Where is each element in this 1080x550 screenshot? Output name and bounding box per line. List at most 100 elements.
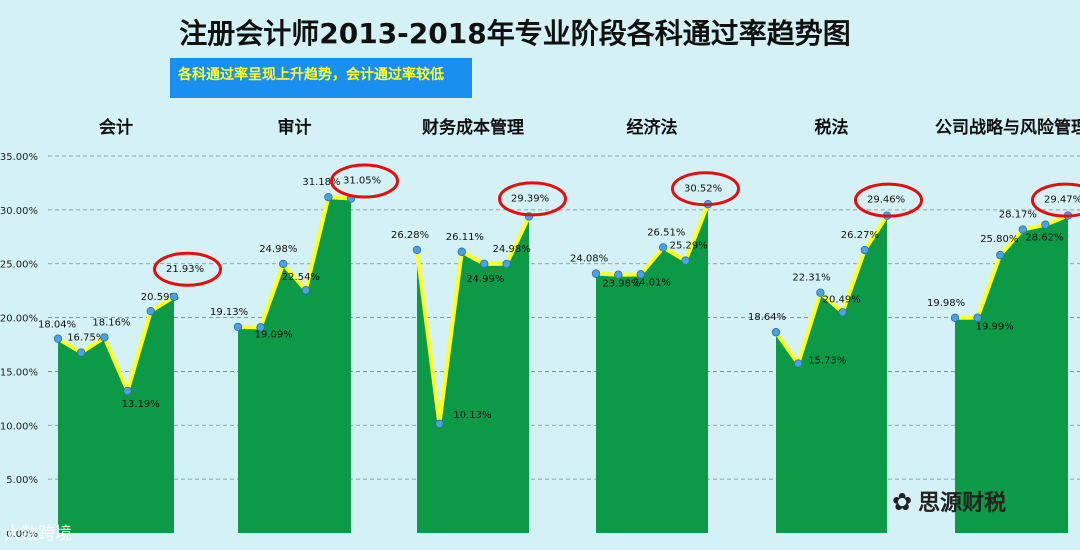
note-box: 各科通过率呈现上升趋势，会计通过率较低 [170, 58, 472, 98]
data-label: 10.13% [453, 410, 491, 421]
data-point [146, 307, 155, 316]
data-point [591, 269, 601, 278]
data-label: 16.75% [67, 333, 105, 344]
area-1 [238, 197, 351, 533]
data-point [838, 308, 847, 317]
data-label: 25.80% [980, 234, 1018, 245]
data-point [233, 322, 243, 332]
highlight-circle [671, 171, 740, 207]
y-tick-label: 5.00% [6, 475, 38, 486]
data-point [614, 270, 623, 279]
highlight-circle [1031, 182, 1080, 218]
data-label: 31.05% [343, 176, 381, 187]
data-label: 24.98% [259, 244, 297, 255]
data-point [860, 245, 869, 255]
y-tick-label: 0.00% [6, 529, 38, 540]
data-label: 30.52% [684, 183, 722, 194]
y-tick-label: 10.00% [0, 421, 38, 432]
wechat-icon: ✿ [892, 488, 913, 516]
data-label: 20.59% [141, 292, 179, 303]
data-point [636, 270, 645, 279]
data-point [279, 259, 288, 269]
data-point [950, 313, 960, 322]
series-line-0 [56, 295, 176, 393]
watermark-right-text: 思源财税 [918, 491, 1007, 516]
highlight-circle [153, 251, 222, 287]
data-point [681, 256, 690, 265]
y-tick-label: 15.00% [0, 367, 38, 378]
highlight-circle [498, 181, 567, 217]
data-point [502, 259, 511, 269]
y-tick-label: 20.00% [0, 314, 38, 325]
data-label: 13.19% [122, 399, 160, 410]
data-point [100, 333, 109, 342]
data-label: 23.98% [602, 279, 640, 290]
data-label: 18.64% [748, 312, 786, 323]
data-label: 29.47% [1044, 195, 1080, 206]
data-label: 28.62% [1025, 233, 1063, 244]
data-label: 22.54% [282, 272, 320, 283]
data-point [996, 250, 1005, 260]
data-label: 19.98% [927, 298, 965, 309]
data-point [76, 348, 86, 357]
data-label: 20.49% [823, 294, 861, 305]
data-label: 25.29% [670, 241, 708, 252]
y-tick-label: 35.00% [0, 152, 38, 163]
data-label: 26.28% [391, 230, 429, 241]
data-point [816, 288, 825, 297]
data-label: 19.13% [210, 307, 248, 318]
data-point [123, 386, 132, 396]
data-point [480, 259, 489, 269]
series-title: 审计 [278, 117, 312, 138]
series-line-2 [415, 215, 531, 426]
data-label: 29.39% [511, 193, 549, 204]
y-tick-label: 30.00% [0, 206, 38, 217]
data-point [1041, 220, 1050, 229]
data-label: 24.99% [466, 274, 504, 285]
watermark-right: ✿ 思源财税 [892, 485, 1006, 517]
watermark-left: 大数跨境 [4, 524, 72, 544]
series-line-4 [774, 214, 889, 366]
data-point [412, 245, 422, 255]
area-0 [58, 296, 174, 533]
y-tick-label: 25.00% [0, 260, 38, 271]
data-point [659, 243, 668, 252]
data-point [324, 192, 333, 202]
data-point [256, 323, 265, 332]
series-title: 公司战略与风险管理 [935, 117, 1080, 138]
data-label: 15.73% [808, 356, 846, 367]
area-2 [417, 216, 529, 533]
data-label: 22.31% [792, 273, 830, 284]
data-label: 21.93% [166, 264, 204, 275]
series-title: 税法 [815, 117, 849, 138]
data-point [169, 292, 179, 301]
highlight-circle [330, 163, 399, 199]
data-point [973, 313, 982, 322]
data-label: 29.46% [867, 195, 905, 206]
highlight-circle [854, 182, 923, 218]
data-point [457, 247, 466, 256]
data-label: 24.08% [570, 254, 608, 265]
data-point [435, 419, 444, 429]
chart-title: 注册会计师2013-2018年专业阶段各科通过率趋势图 [179, 17, 851, 50]
data-point [794, 359, 803, 368]
data-label: 26.11% [446, 232, 484, 243]
area-4 [776, 215, 887, 534]
area-5 [955, 215, 1068, 534]
data-point [1018, 225, 1027, 234]
data-label: 18.16% [92, 317, 130, 328]
data-label: 31.18% [302, 177, 340, 188]
data-label: 24.98% [493, 244, 531, 255]
data-point [301, 286, 310, 295]
data-label: 26.51% [647, 227, 685, 238]
data-point [771, 328, 781, 337]
data-label: 24.01% [633, 277, 671, 288]
data-label: 28.17% [999, 210, 1037, 221]
series-title: 财务成本管理 [421, 117, 524, 138]
data-label: 18.04% [38, 320, 76, 331]
area-3 [596, 204, 708, 534]
series-title: 经济法 [627, 117, 678, 138]
data-label: 19.09% [255, 329, 293, 340]
series-title: 会计 [99, 117, 133, 138]
